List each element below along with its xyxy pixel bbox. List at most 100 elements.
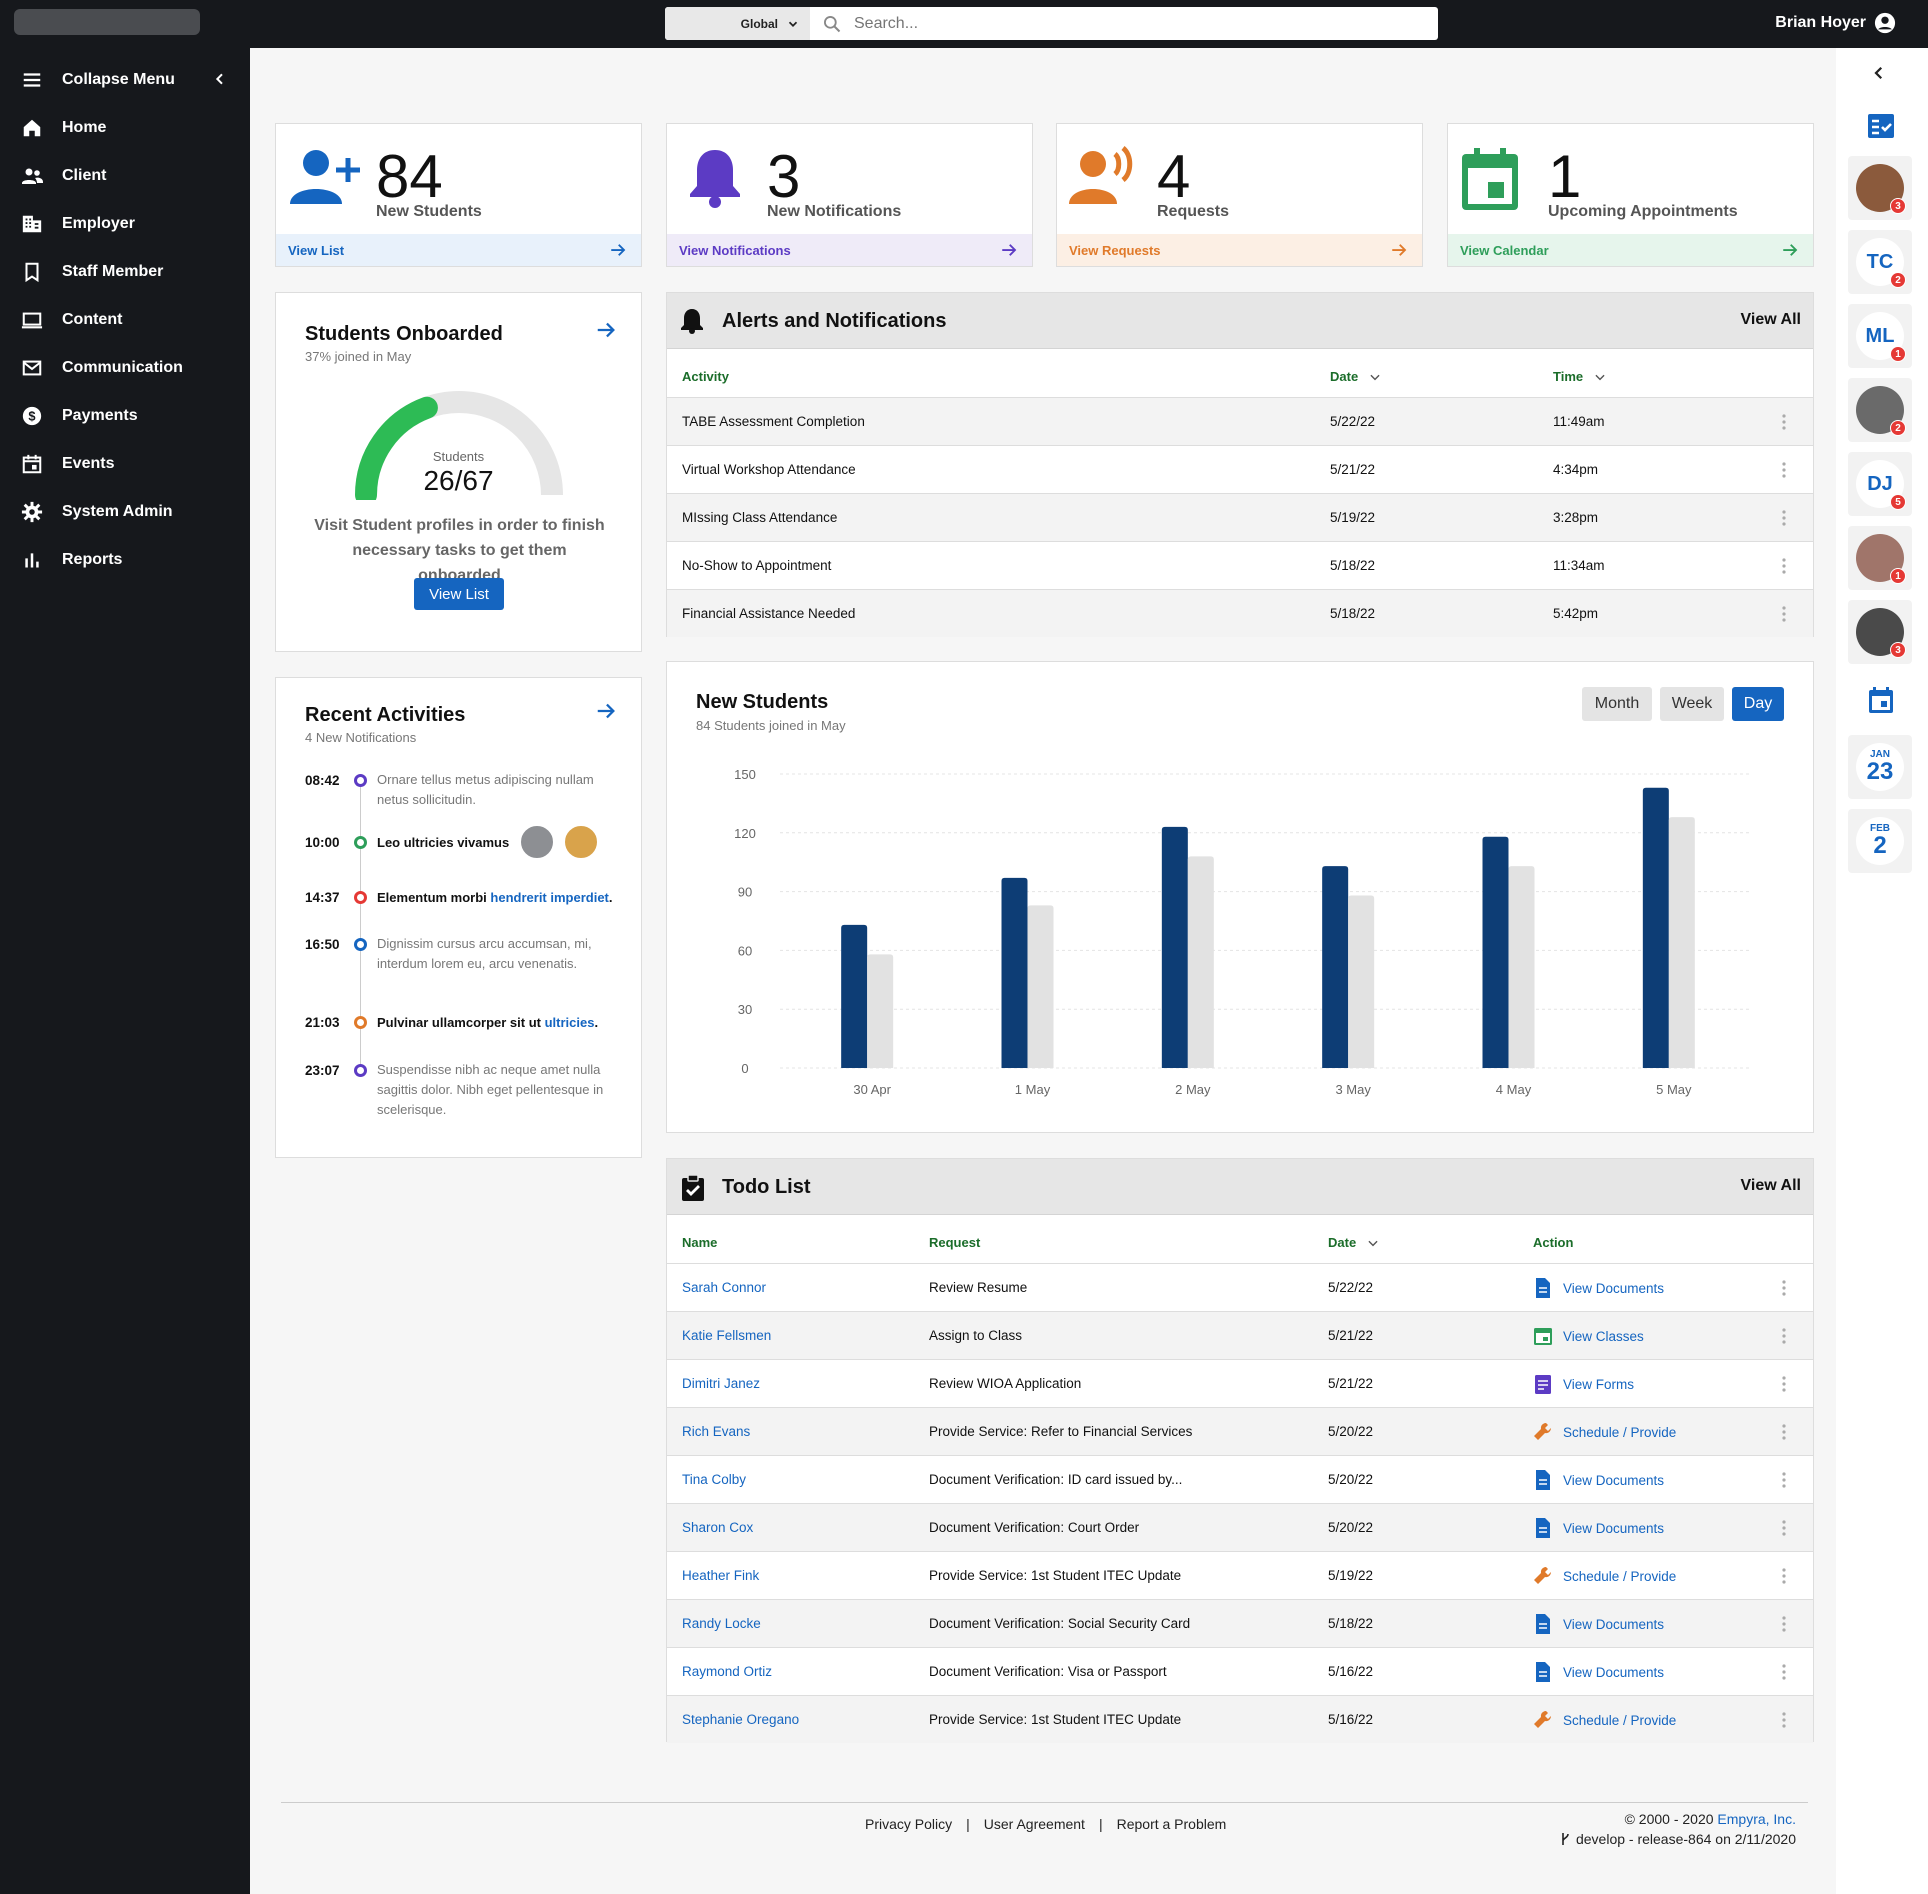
more-options-icon[interactable] bbox=[1781, 1280, 1787, 1296]
sidebar-item-employer[interactable]: Employer bbox=[0, 200, 250, 248]
table-row[interactable]: Stephanie Oregano Provide Service: 1st St… bbox=[667, 1695, 1813, 1743]
table-row[interactable]: Randy Locke Document Verification: Social… bbox=[667, 1599, 1813, 1647]
sidebar-item-staff-member[interactable]: Staff Member bbox=[0, 248, 250, 296]
rail-contact[interactable]: 2 bbox=[1848, 378, 1912, 442]
table-row[interactable]: Virtual Workshop Attendance 5/21/22 4:34pm bbox=[667, 445, 1813, 493]
more-options-icon[interactable] bbox=[1781, 1328, 1787, 1344]
avatar[interactable] bbox=[519, 824, 555, 860]
action-link[interactable]: Schedule / Provide bbox=[1533, 1565, 1676, 1587]
action-link[interactable]: View Documents bbox=[1533, 1469, 1664, 1491]
sidebar-item-events[interactable]: Events bbox=[0, 440, 250, 488]
more-options-icon[interactable] bbox=[1781, 1664, 1787, 1680]
table-row[interactable]: Katie Fellsmen Assign to Class 5/21/22 View… bbox=[667, 1311, 1813, 1359]
column-header-time[interactable]: Time bbox=[1553, 369, 1607, 384]
view-all-link[interactable]: View All bbox=[1740, 311, 1801, 328]
sidebar-item-client[interactable]: Client bbox=[0, 152, 250, 200]
user-agreement-link[interactable]: User Agreement bbox=[983, 1816, 1085, 1832]
action-link[interactable]: View Documents bbox=[1533, 1517, 1664, 1539]
table-row[interactable]: No-Show to Appointment 5/18/22 11:34am bbox=[667, 541, 1813, 589]
table-row[interactable]: TABE Assessment Completion 5/22/22 11:49am bbox=[667, 397, 1813, 445]
name-link[interactable]: Stephanie Oregano bbox=[682, 1712, 800, 1727]
name-link[interactable]: Dimitri Janez bbox=[682, 1376, 761, 1391]
rail-date-feb-2[interactable]: FEB 2 bbox=[1848, 809, 1912, 873]
name-link[interactable]: Sarah Connor bbox=[682, 1280, 767, 1295]
rail-contact[interactable]: 3 bbox=[1848, 600, 1912, 664]
rail-contact[interactable]: ML 1 bbox=[1848, 304, 1912, 368]
company-link[interactable]: Empyra, Inc. bbox=[1717, 1811, 1796, 1827]
search-scope-select[interactable]: Global bbox=[665, 7, 810, 40]
more-options-icon[interactable] bbox=[1781, 1568, 1787, 1584]
rail-contact[interactable]: TC 2 bbox=[1848, 230, 1912, 294]
table-row[interactable]: MIssing Class Attendance 5/19/22 3:28pm bbox=[667, 493, 1813, 541]
more-options-icon[interactable] bbox=[1781, 462, 1787, 478]
more-options-icon[interactable] bbox=[1781, 1472, 1787, 1488]
name-link[interactable]: Rich Evans bbox=[682, 1424, 751, 1439]
more-options-icon[interactable] bbox=[1781, 414, 1787, 430]
table-row[interactable]: Financial Assistance Needed 5/18/22 5:42pm bbox=[667, 589, 1813, 637]
view-calendar-link[interactable]: View Calendar bbox=[1448, 234, 1813, 266]
checklist-icon[interactable] bbox=[1867, 112, 1895, 140]
name-link[interactable]: Randy Locke bbox=[682, 1616, 761, 1631]
table-row[interactable]: Sharon Cox Document Verification: Court O… bbox=[667, 1503, 1813, 1551]
view-notifications-link[interactable]: View Notifications bbox=[667, 234, 1032, 266]
table-row[interactable]: Raymond Ortiz Document Verification: Visa… bbox=[667, 1647, 1813, 1695]
action-link[interactable]: Schedule / Provide bbox=[1533, 1709, 1676, 1731]
more-options-icon[interactable] bbox=[1781, 510, 1787, 526]
user-menu[interactable]: Brian Hoyer bbox=[1775, 12, 1896, 34]
inline-link[interactable]: hendrerit imperdiet bbox=[490, 890, 609, 905]
column-header-date[interactable]: Date bbox=[1328, 1235, 1380, 1250]
app-logo[interactable] bbox=[14, 9, 200, 35]
action-link[interactable]: View Forms bbox=[1533, 1373, 1634, 1395]
tab-day[interactable]: Day bbox=[1732, 687, 1784, 721]
collapse-menu-button[interactable]: Collapse Menu bbox=[0, 56, 250, 104]
name-link[interactable]: Raymond Ortiz bbox=[682, 1664, 773, 1679]
more-options-icon[interactable] bbox=[1781, 1520, 1787, 1536]
more-options-icon[interactable] bbox=[1781, 1712, 1787, 1728]
inline-link[interactable]: ultricies bbox=[544, 1015, 595, 1030]
rail-contact[interactable]: 3 bbox=[1848, 156, 1912, 220]
sidebar-item-reports[interactable]: Reports bbox=[0, 536, 250, 584]
rail-contact[interactable]: 1 bbox=[1848, 526, 1912, 590]
report-problem-link[interactable]: Report a Problem bbox=[1116, 1816, 1227, 1832]
more-options-icon[interactable] bbox=[1781, 1376, 1787, 1392]
privacy-policy-link[interactable]: Privacy Policy bbox=[865, 1816, 953, 1832]
table-row[interactable]: Tina Colby Document Verification: ID card… bbox=[667, 1455, 1813, 1503]
name-link[interactable]: Katie Fellsmen bbox=[682, 1328, 772, 1343]
tab-month[interactable]: Month bbox=[1582, 687, 1652, 721]
action-link[interactable]: Schedule / Provide bbox=[1533, 1421, 1676, 1443]
more-options-icon[interactable] bbox=[1781, 1424, 1787, 1440]
sidebar-item-payments[interactable]: $ Payments bbox=[0, 392, 250, 440]
view-requests-link[interactable]: View Requests bbox=[1057, 234, 1422, 266]
more-options-icon[interactable] bbox=[1781, 606, 1787, 622]
avatar[interactable] bbox=[563, 824, 599, 860]
arrow-right-icon[interactable] bbox=[595, 700, 617, 722]
name-link[interactable]: Sharon Cox bbox=[682, 1520, 754, 1535]
more-options-icon[interactable] bbox=[1781, 1616, 1787, 1632]
rail-contact[interactable]: DJ 5 bbox=[1848, 452, 1912, 516]
action-link[interactable]: View Documents bbox=[1533, 1277, 1664, 1299]
action-link[interactable]: View Documents bbox=[1533, 1613, 1664, 1635]
sidebar-item-home[interactable]: Home bbox=[0, 104, 250, 152]
more-options-icon[interactable] bbox=[1781, 558, 1787, 574]
view-list-button[interactable]: View List bbox=[414, 578, 504, 610]
name-link[interactable]: Heather Fink bbox=[682, 1568, 760, 1583]
view-all-link[interactable]: View All bbox=[1740, 1177, 1801, 1194]
sidebar-item-system-admin[interactable]: System Admin bbox=[0, 488, 250, 536]
table-row[interactable]: Dimitri Janez Review WIOA Application 5/21… bbox=[667, 1359, 1813, 1407]
name-link[interactable]: Tina Colby bbox=[682, 1472, 747, 1487]
sidebar-item-communication[interactable]: Communication bbox=[0, 344, 250, 392]
tab-week[interactable]: Week bbox=[1660, 687, 1724, 721]
table-row[interactable]: Heather Fink Provide Service: 1st Student… bbox=[667, 1551, 1813, 1599]
action-link[interactable]: View Classes bbox=[1533, 1325, 1644, 1347]
action-link[interactable]: View Documents bbox=[1533, 1661, 1664, 1683]
view-list-link[interactable]: View List bbox=[276, 234, 641, 266]
rail-date-jan-23[interactable]: JAN 23 bbox=[1848, 735, 1912, 799]
search-input[interactable] bbox=[842, 7, 1438, 40]
table-row[interactable]: Rich Evans Provide Service: Refer to Fina… bbox=[667, 1407, 1813, 1455]
column-header-date[interactable]: Date bbox=[1330, 369, 1382, 384]
chevron-left-icon[interactable] bbox=[1870, 64, 1888, 82]
calendar-icon[interactable] bbox=[1868, 686, 1894, 714]
arrow-right-icon[interactable] bbox=[595, 319, 617, 341]
table-row[interactable]: Sarah Connor Review Resume 5/22/22 View Doc… bbox=[667, 1263, 1813, 1311]
sidebar-item-content[interactable]: Content bbox=[0, 296, 250, 344]
